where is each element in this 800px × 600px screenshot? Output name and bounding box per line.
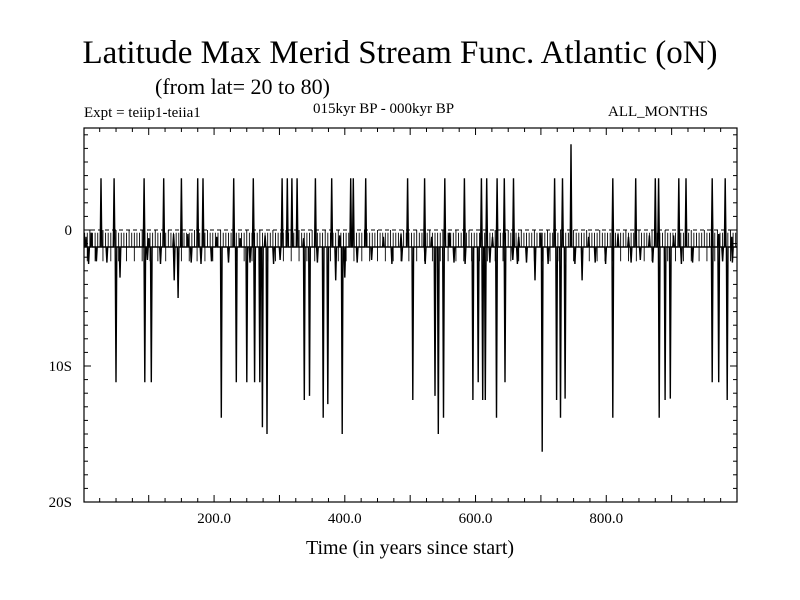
x-axis-label: Time (in years since start) <box>306 537 514 559</box>
series-line <box>84 144 737 452</box>
chart-title: Latitude Max Merid Stream Func. Atlantic… <box>82 35 718 71</box>
x-tick-label: 600.0 <box>459 511 493 527</box>
x-tick-label: 400.0 <box>328 511 362 527</box>
x-tick-label: 800.0 <box>589 511 623 527</box>
y-tick-label: 20S <box>49 495 72 511</box>
period-label: 015kyr BP - 000kyr BP <box>313 101 455 117</box>
x-axis-ticks: 200.0 400.0 600.0 800.0 <box>197 511 623 527</box>
x-tick-label: 200.0 <box>197 511 231 527</box>
experiment-label: Expt = teiip1-teiia1 <box>84 105 201 121</box>
y-tick-label: 0 <box>65 223 73 239</box>
minor-ticks <box>84 128 737 503</box>
y-tick-label: 10S <box>49 359 72 375</box>
chart-subtitle: (from lat= 20 to 80) <box>155 74 330 99</box>
months-label: ALL_MONTHS <box>608 104 708 120</box>
y-axis-ticks: 0 10S 20S <box>49 223 72 511</box>
series-line-group <box>84 144 737 452</box>
